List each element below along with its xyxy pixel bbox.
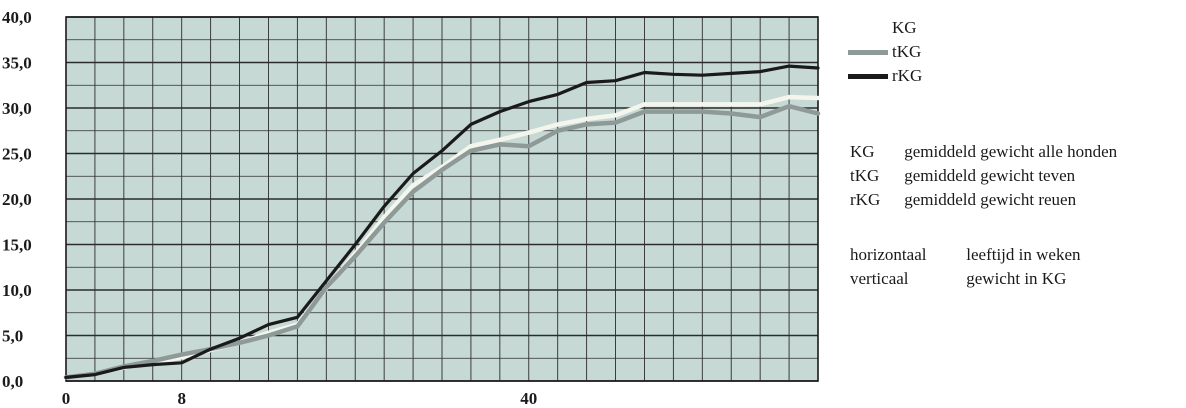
- note-key: tKG: [850, 166, 880, 185]
- legend-item-tkg: tKG: [848, 40, 922, 64]
- axis-note-horizontal: horizontaal leeftijd in weken: [850, 243, 1081, 267]
- y-tick-label: 25,0: [2, 145, 32, 164]
- note-key: rKG: [850, 190, 881, 209]
- axis-note-vertical: verticaal gewicht in KG: [850, 267, 1081, 291]
- plot-frame: [65, 16, 819, 382]
- note-text: gemiddeld gewicht alle honden: [904, 142, 1118, 161]
- legend-title: KG: [892, 18, 917, 37]
- legend: KG tKG rKG: [848, 16, 922, 88]
- series-line-tkg: [63, 103, 821, 380]
- legend-label-rkg: rKG: [892, 66, 923, 85]
- note-row-kg: KG gemiddeld gewicht alle honden: [850, 140, 1117, 164]
- axis-note-key: verticaal: [850, 269, 909, 288]
- y-tick-label: 5,0: [2, 327, 23, 346]
- x-axis-ticks: 084072: [62, 389, 538, 408]
- note-text: gemiddeld gewicht reuen: [904, 190, 1077, 209]
- y-tick-label: 40,0: [2, 8, 32, 27]
- legend-swatch-tkg: [848, 49, 888, 55]
- x-tick-label: 8: [177, 389, 186, 408]
- legend-item-rkg: rKG: [848, 64, 922, 88]
- axis-note-text: gewicht in KG: [966, 269, 1067, 288]
- series-lines: [63, 64, 821, 380]
- legend-swatch-rkg: [848, 73, 888, 79]
- y-tick-label: 10,0: [2, 281, 32, 300]
- grid: [65, 16, 819, 382]
- axis-notes: horizontaal leeftijd in weken verticaal …: [850, 243, 1081, 291]
- abbreviation-notes: KG gemiddeld gewicht alle honden tKG gem…: [850, 140, 1117, 212]
- y-axis-ticks: 0,0 5,0 10,0 15,0 20,0 25,0 30,0 35,0 40,0: [2, 8, 32, 391]
- note-text: gemiddeld gewicht teven: [904, 166, 1076, 185]
- note-row-rkg: rKG gemiddeld gewicht reuen: [850, 188, 1117, 212]
- y-tick-label: 35,0: [2, 54, 32, 73]
- y-tick-label: 15,0: [2, 236, 32, 255]
- series-line-rkg: [64, 64, 820, 379]
- note-row-tkg: tKG gemiddeld gewicht teven: [850, 164, 1117, 188]
- note-key: KG: [850, 142, 875, 161]
- y-tick-label: 20,0: [2, 190, 32, 209]
- legend-label-tkg: tKG: [892, 42, 922, 61]
- y-tick-label: 0,0: [2, 372, 23, 391]
- x-tick-label: 40: [520, 389, 537, 408]
- axis-note-text: leeftijd in weken: [966, 245, 1081, 264]
- axis-note-key: horizontaal: [850, 245, 927, 264]
- line-chart: 0,05,010,015,020,025,030,035,040,0 08407…: [2, 8, 821, 408]
- x-tick-label: 0: [62, 389, 71, 408]
- y-tick-label: 30,0: [2, 99, 32, 118]
